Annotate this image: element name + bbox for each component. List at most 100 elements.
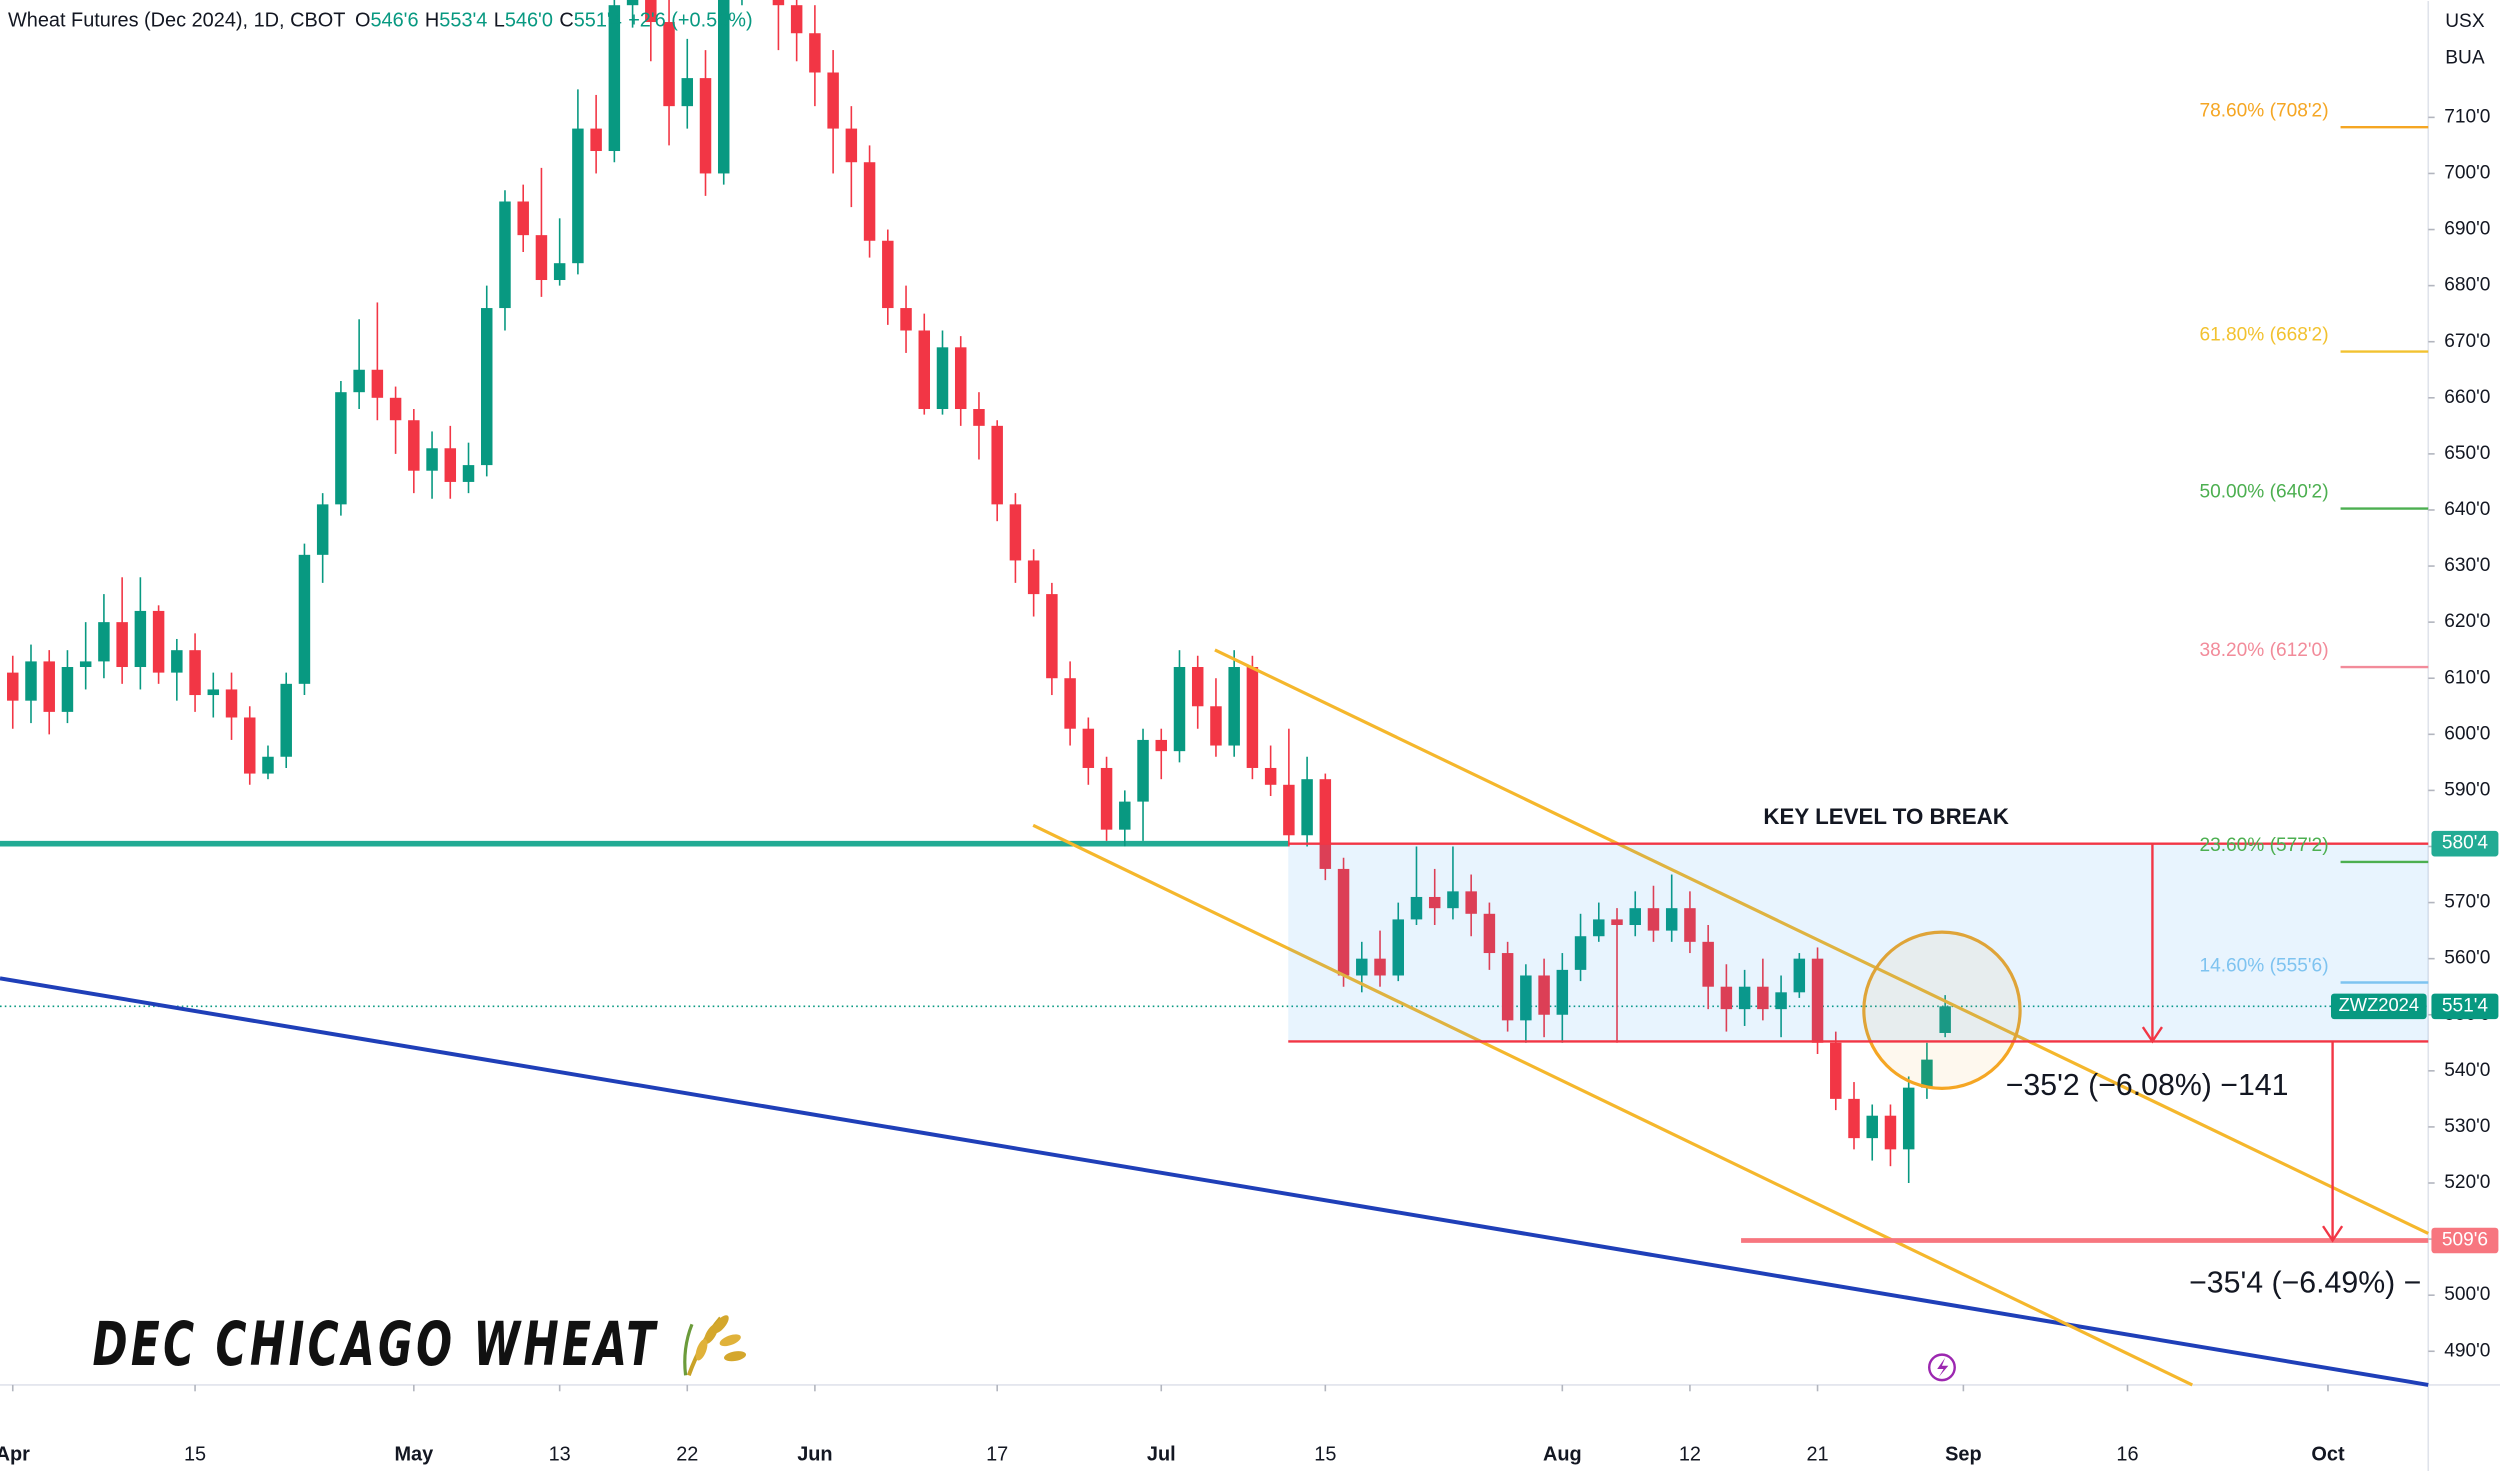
- candle-body: [1283, 784, 1295, 836]
- y-tick-label: 500'0: [2444, 1284, 2490, 1305]
- ohlc-value: 553'4: [439, 10, 487, 32]
- candle-body: [1173, 667, 1186, 752]
- candle-body: [1866, 1115, 1878, 1139]
- candle-body: [189, 650, 201, 696]
- candle-body: [590, 128, 602, 152]
- candle-body: [1830, 1042, 1842, 1099]
- candle-body: [845, 128, 858, 163]
- candle-body: [517, 201, 529, 236]
- candle-body: [1793, 958, 1806, 993]
- candle-body: [1684, 908, 1696, 942]
- candle-body: [499, 201, 511, 309]
- candle-body: [207, 689, 220, 696]
- candle-body: [280, 683, 292, 757]
- candle-body: [225, 689, 238, 718]
- y-tick-label: 570'0: [2444, 892, 2490, 913]
- candle-body: [790, 5, 803, 34]
- candle-body: [991, 425, 1003, 505]
- candle-body: [1337, 868, 1350, 976]
- candles: [7, 0, 1951, 1184]
- candle-body: [481, 308, 493, 466]
- candle-body: [371, 369, 384, 398]
- ohlc-key: C: [559, 10, 573, 32]
- candle-body: [936, 347, 949, 410]
- ohlc-value: 546'6: [370, 10, 418, 32]
- x-tick-label: Jun: [797, 1443, 832, 1465]
- range-box: [1288, 843, 2429, 1042]
- last-price-label: 551'4: [2442, 995, 2489, 1016]
- candle-body: [134, 610, 147, 668]
- candle-body: [1939, 1006, 1951, 1033]
- change: +2'6 (+0.50%): [628, 10, 752, 32]
- y-tick-label: 610'0: [2444, 667, 2490, 688]
- candle-body: [1027, 560, 1040, 595]
- candle-body: [335, 392, 347, 505]
- x-tick-label: 21: [1806, 1443, 1828, 1465]
- candle-body: [572, 128, 584, 264]
- fib-label: 38.20% (612'0): [2199, 640, 2328, 661]
- candle-body: [43, 661, 55, 712]
- candle-body: [1119, 801, 1131, 830]
- candle-body: [1921, 1059, 1933, 1088]
- x-tick-label: 12: [1679, 1443, 1701, 1465]
- x-tick-label: 15: [184, 1443, 206, 1465]
- chart-title: DEC CHICAGO WHEAT: [92, 1310, 658, 1380]
- y-tick-label: 620'0: [2444, 611, 2490, 632]
- unit-label: BUA: [2445, 47, 2485, 68]
- candle-body: [353, 369, 365, 393]
- x-tick-label: 17: [986, 1443, 1008, 1465]
- candle-body: [1392, 919, 1404, 976]
- arrow-head: [2322, 1225, 2344, 1243]
- candle-body: [1775, 992, 1787, 1010]
- candle-body: [1356, 958, 1368, 976]
- candle-body: [608, 5, 621, 152]
- y-tick-label: 530'0: [2444, 1116, 2490, 1137]
- ohlc-value: 546'0: [505, 10, 553, 32]
- candle-body: [1191, 667, 1204, 707]
- measure-label: −35'2 (−6.08%) −141: [2006, 1069, 2289, 1102]
- x-tick-label: Sep: [1945, 1443, 1982, 1465]
- y-tick-label: 710'0: [2444, 106, 2490, 127]
- y-tick-label: 600'0: [2444, 723, 2490, 744]
- candle-body: [954, 347, 967, 410]
- candle-body: [1374, 958, 1386, 976]
- x-tick-label: 15: [1314, 1443, 1336, 1465]
- y-tick-label: 520'0: [2444, 1172, 2490, 1193]
- candle-body: [1410, 896, 1423, 920]
- y-tick-label: 690'0: [2444, 219, 2490, 240]
- candle-body: [1702, 941, 1714, 987]
- x-tick-label: Jul: [1147, 1443, 1176, 1465]
- candle-body: [1538, 975, 1550, 1015]
- candle-body: [444, 448, 457, 482]
- lightning-icon: [1928, 1353, 1956, 1382]
- channel-lower: [1032, 823, 2193, 1387]
- y-tick-label: 660'0: [2444, 387, 2490, 408]
- candle-body: [1137, 739, 1149, 802]
- x-tick-label: Aug: [1543, 1443, 1582, 1465]
- candle-body: [1155, 739, 1167, 752]
- wheat-icon: [683, 1315, 747, 1377]
- trend-line: [0, 976, 2429, 1387]
- candle-body: [1611, 919, 1623, 926]
- candle-body: [1520, 975, 1532, 1021]
- candle-body: [1210, 706, 1222, 746]
- symbol: Wheat Futures (Dec 2024), 1D, CBOT: [8, 10, 345, 32]
- symbol-box: [2330, 993, 2427, 1020]
- x-tick-label: Oct: [2311, 1443, 2345, 1465]
- channel-upper: [1214, 648, 2429, 1235]
- y-tick-label: 640'0: [2444, 499, 2490, 520]
- fib-label: 50.00% (640'2): [2199, 482, 2328, 503]
- symbol-label: ZWZ2024: [2339, 994, 2419, 1015]
- candle-body: [1720, 986, 1733, 1010]
- candle-body: [699, 78, 712, 174]
- candle-body: [553, 263, 566, 281]
- candle-body: [1428, 896, 1441, 909]
- fib-label: 61.80% (668'2): [2199, 325, 2328, 346]
- target-box: [2431, 1227, 2499, 1254]
- candle-body: [1246, 667, 1259, 768]
- candle-body: [1738, 986, 1751, 1010]
- y-tick-label: 700'0: [2444, 162, 2490, 183]
- ohlc-key: O: [355, 10, 370, 32]
- candle-body: [1556, 969, 1569, 1015]
- candle-body: [7, 672, 19, 701]
